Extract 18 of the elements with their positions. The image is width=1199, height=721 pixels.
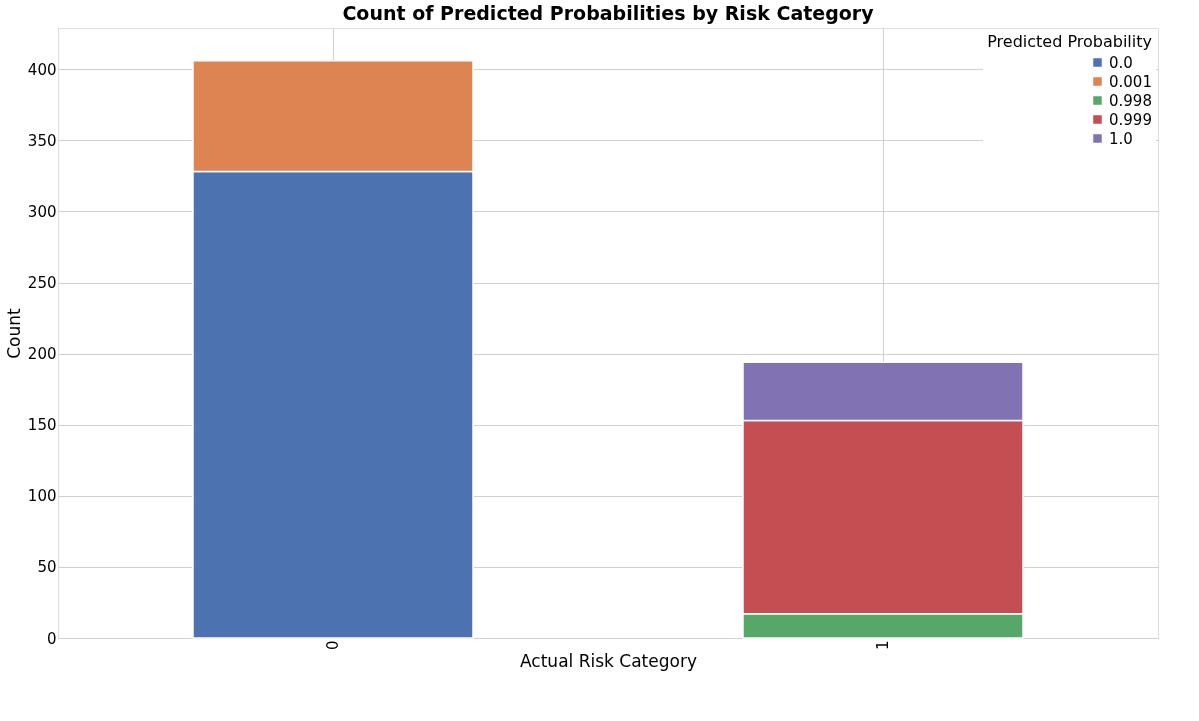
legend-label: 0.998 [1109,91,1152,110]
y-tick-label: 200 [27,345,57,364]
x-tick-label: 1 [874,640,892,651]
y-tick-label: 50 [37,558,57,577]
legend-label: 0.0 [1109,53,1133,72]
y-tick-label: 150 [27,416,57,435]
y-tick-label: 300 [27,202,57,221]
legend-label: 1.0 [1109,129,1133,148]
legend-label: 0.999 [1109,110,1152,129]
legend-label: 0.001 [1109,72,1152,91]
legend-title: Predicted Probability [987,32,1152,51]
y-axis-title: Count [3,307,24,359]
y-tick-label: 350 [27,131,57,150]
x-axis-title: Actual Risk Category [520,651,697,672]
y-tick-label: 100 [27,487,57,506]
y-tick-label: 400 [27,60,57,79]
y-tick-label: 250 [27,274,57,293]
chart-title: Count of Predicted Probabilities by Risk Category [342,2,875,24]
